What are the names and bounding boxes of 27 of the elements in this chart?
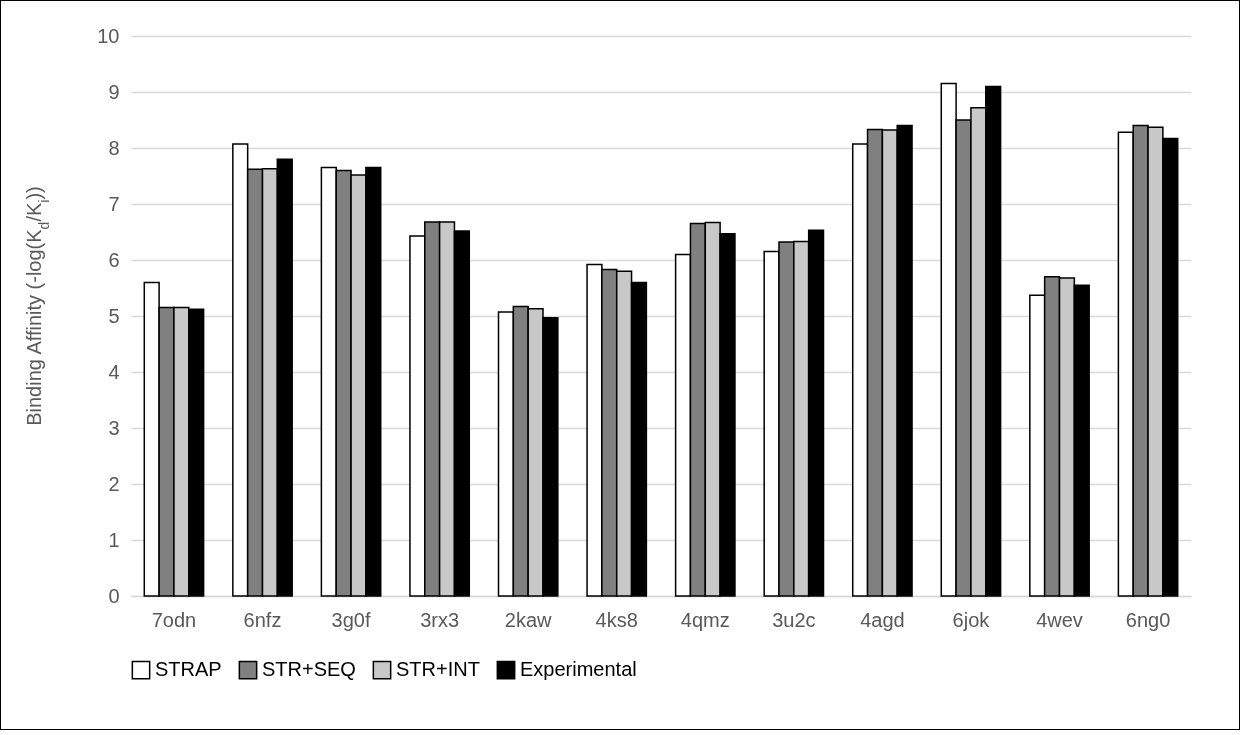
x-tick-label: 4ks8 — [595, 608, 638, 631]
y-tick-label: 2 — [108, 472, 120, 495]
legend-label: STR+INT — [396, 658, 480, 681]
legend-label: STR+SEQ — [262, 658, 356, 681]
x-tick-label: 2kaw — [504, 608, 553, 631]
y-tick-label: 1 — [108, 528, 120, 551]
y-tick-label: 7 — [108, 192, 120, 215]
x-tick-label: 6ng0 — [1125, 608, 1171, 631]
y-tick-label: 5 — [108, 304, 120, 327]
x-tick-label: 6jok — [952, 608, 991, 631]
legend-label: STRAP — [155, 658, 222, 681]
legend-label: Experimental — [520, 658, 637, 681]
y-tick-label: 4 — [108, 360, 120, 383]
x-tick-label: 7odn — [151, 608, 197, 631]
y-tick-label: 6 — [108, 248, 120, 271]
x-tick-label: 6nfz — [243, 608, 282, 631]
x-tick-label: 3rx3 — [420, 608, 460, 631]
x-tick-label: 3g0f — [331, 608, 371, 631]
y-tick-label: 8 — [108, 136, 120, 159]
x-tick-label: 4agd — [860, 608, 905, 631]
x-tick-label: 4qmz — [680, 608, 730, 631]
y-tick-label: 3 — [108, 416, 120, 439]
x-tick-label: 4wev — [1036, 608, 1083, 631]
y-tick-label: 0 — [108, 584, 120, 607]
y-tick-label: 10 — [97, 24, 120, 47]
y-tick-label: 9 — [108, 80, 120, 103]
x-tick-label: 3u2c — [772, 608, 816, 631]
